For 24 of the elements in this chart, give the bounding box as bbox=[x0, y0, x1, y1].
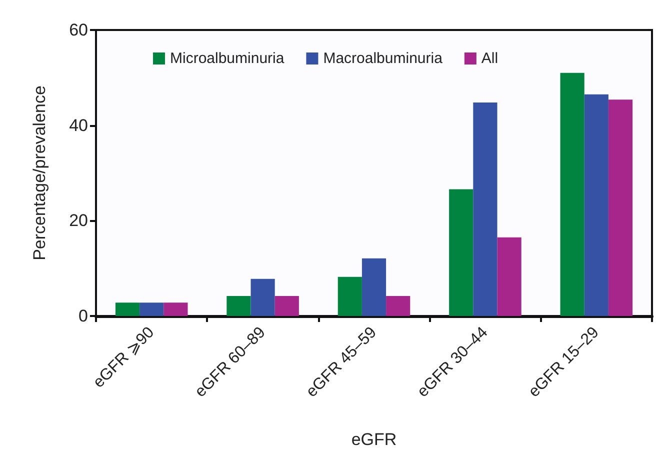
x-axis-title: eGFR bbox=[351, 430, 397, 449]
bar bbox=[386, 296, 410, 316]
bar bbox=[115, 302, 140, 316]
y-tick-label: 60 bbox=[69, 20, 88, 40]
y-tick-label: 40 bbox=[69, 116, 88, 135]
bar bbox=[250, 278, 275, 316]
legend-label: All bbox=[481, 50, 498, 67]
y-tick-label: 20 bbox=[69, 211, 88, 230]
bar bbox=[164, 302, 188, 316]
bar bbox=[608, 100, 633, 316]
bar bbox=[226, 296, 251, 316]
bar bbox=[362, 258, 386, 316]
bar bbox=[274, 296, 299, 316]
bar bbox=[140, 302, 164, 316]
legend-label: Macroalbuminuria bbox=[323, 50, 444, 67]
bar bbox=[497, 237, 522, 316]
bar bbox=[338, 276, 362, 316]
bar bbox=[473, 102, 498, 316]
y-axis-title: Percentage/prevalence bbox=[30, 86, 49, 260]
bar bbox=[584, 94, 608, 316]
y-tick-label: 0 bbox=[78, 306, 88, 326]
bar bbox=[560, 72, 584, 316]
bar bbox=[449, 189, 474, 316]
legend-label: Microalbuminuria bbox=[170, 50, 285, 67]
